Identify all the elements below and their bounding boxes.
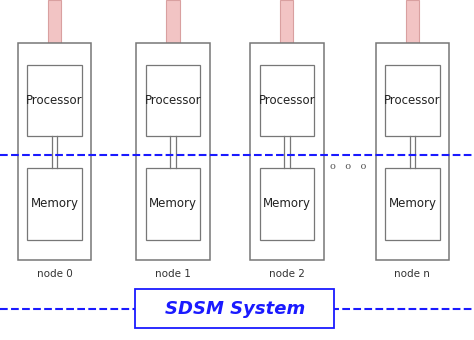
Bar bbox=[259, 65, 314, 136]
Bar bbox=[166, 0, 180, 42]
Bar bbox=[146, 65, 200, 136]
Text: SDSM System: SDSM System bbox=[164, 300, 305, 318]
Text: Memory: Memory bbox=[263, 198, 311, 210]
Bar bbox=[136, 42, 210, 260]
Text: Memory: Memory bbox=[388, 198, 437, 210]
Bar bbox=[18, 42, 91, 260]
Text: Memory: Memory bbox=[149, 198, 197, 210]
Text: Memory: Memory bbox=[30, 198, 79, 210]
Bar bbox=[250, 42, 323, 260]
Text: node n: node n bbox=[394, 269, 430, 279]
Text: o   o   o: o o o bbox=[330, 162, 366, 171]
Text: node 0: node 0 bbox=[36, 269, 73, 279]
Bar bbox=[27, 65, 82, 136]
Bar bbox=[375, 42, 449, 260]
Text: Processor: Processor bbox=[26, 94, 83, 107]
Bar bbox=[48, 0, 61, 42]
Bar bbox=[259, 168, 314, 240]
Bar bbox=[385, 65, 439, 136]
Bar bbox=[406, 0, 419, 42]
Text: Processor: Processor bbox=[258, 94, 315, 107]
Bar bbox=[280, 0, 293, 42]
Text: node 1: node 1 bbox=[155, 269, 191, 279]
Text: node 2: node 2 bbox=[269, 269, 305, 279]
Bar bbox=[27, 168, 82, 240]
Bar bbox=[135, 289, 334, 328]
Bar bbox=[146, 168, 200, 240]
Text: Processor: Processor bbox=[145, 94, 201, 107]
Bar bbox=[385, 168, 439, 240]
Text: Processor: Processor bbox=[384, 94, 441, 107]
